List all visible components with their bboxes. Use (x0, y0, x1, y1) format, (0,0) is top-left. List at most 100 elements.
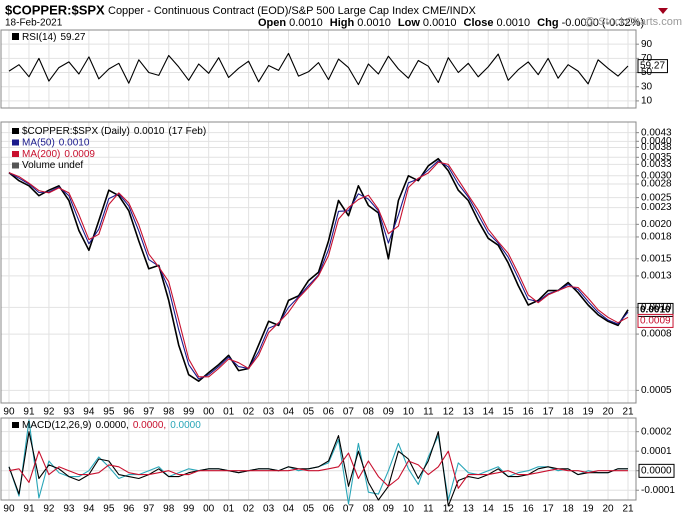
x-tick-label: 94 (83, 504, 95, 515)
panel-frame (0, 29, 637, 109)
x-tick-label: 17 (543, 407, 555, 418)
x-tick-label: 08 (363, 407, 375, 418)
x-tick-label: 99 (183, 504, 195, 515)
legend-value: 0.0000, (95, 420, 128, 431)
x-tick-label: 96 (123, 504, 135, 515)
x-tick-label: 02 (243, 504, 255, 515)
series-line (8, 161, 629, 378)
x-tick-label: 19 (583, 407, 595, 418)
x-tick-label: 16 (523, 407, 535, 418)
legend: $COPPER:$SPX (Daily) 0.0010 (17 Feb) (22, 126, 206, 137)
legend: Volume undef (22, 160, 83, 171)
x-tick-label: 97 (143, 504, 155, 515)
panel-frame (0, 417, 637, 501)
legend-label: RSI(14) (22, 32, 56, 43)
x-tick-label: 17 (543, 504, 555, 515)
x-tick-label: 10 (403, 407, 415, 418)
x-tick-label: 90 (3, 407, 15, 418)
quote-value: 0.0010 (497, 17, 531, 29)
x-tick-label: 07 (343, 504, 355, 515)
legend-value: 0.0000, (133, 420, 166, 431)
x-tick-label: 21 (622, 407, 634, 418)
menu-arrow[interactable] (658, 8, 668, 14)
legend-swatch (12, 422, 19, 428)
legend-swatch (12, 139, 19, 146)
y-tick-label: 0.0013 (641, 271, 672, 282)
y-tick-label: 10 (641, 96, 653, 107)
x-tick-label: 05 (303, 504, 315, 515)
y-tick-label: 0.0038 (641, 142, 672, 153)
y-tick-label: 90 (641, 39, 653, 50)
x-tick-label: 98 (163, 504, 175, 515)
x-tick-label: 95 (103, 407, 115, 418)
ma-value: 0.0009 (640, 315, 671, 326)
watermark: @ StockCharts.com (584, 16, 682, 28)
series-line (8, 157, 629, 382)
y-tick-label: 0.0030 (641, 170, 672, 181)
legend-swatch (12, 128, 19, 134)
x-tick-label: 04 (283, 407, 295, 418)
y-tick-label: 0.0028 (641, 179, 672, 190)
x-tick-label: 21 (622, 504, 634, 515)
x-tick-label: 16 (523, 504, 535, 515)
x-tick-label: 04 (283, 504, 295, 515)
y-tick-label: 0.0040 (641, 136, 672, 147)
y-tick-label: 0.0035 (641, 152, 672, 163)
legend: MA(200) 0.0009 (22, 149, 95, 160)
legend-value: 0.0010 (59, 137, 90, 148)
panel-frame (0, 121, 637, 404)
legend-swatch (12, 162, 19, 169)
x-tick-label: 19 (583, 504, 595, 515)
x-tick-label: 93 (63, 504, 75, 515)
quote: Open 0.0010 High 0.0010 Low 0.0010 Close 0.0010… (258, 17, 644, 29)
x-tick-label: 09 (383, 504, 395, 515)
y-tick-label: 0.0005 (641, 385, 672, 396)
x-tick-label: 08 (363, 504, 375, 515)
x-tick-label: 06 (323, 407, 335, 418)
y-tick-label: 0.0010 (641, 302, 672, 313)
quote-value: 0.0010 (423, 17, 457, 29)
legend: RSI(14) 59.27 (22, 32, 86, 43)
x-tick-label: 92 (43, 504, 55, 515)
x-tick-label: 01 (223, 504, 235, 515)
quote-label: Chg (537, 17, 558, 29)
x-tick-label: 10 (403, 504, 415, 515)
last-value-box (637, 59, 668, 74)
y-tick-label: 0.0020 (641, 219, 672, 230)
y-tick-label: 0.0001 (641, 446, 672, 457)
y-tick-label: 0.0018 (641, 232, 672, 243)
x-tick-label: 11 (423, 504, 434, 515)
y-tick-label: 0.0043 (641, 127, 672, 138)
x-tick-label: 15 (503, 504, 515, 515)
x-tick-label: 20 (602, 407, 614, 418)
x-tick-label: 93 (63, 407, 75, 418)
x-tick-label: 09 (383, 407, 395, 418)
y-tick-label: 0.0033 (641, 159, 672, 170)
quote-value: 0.0010 (289, 17, 323, 29)
x-tick-label: 13 (463, 407, 475, 418)
x-tick-label: 05 (303, 407, 315, 418)
y-tick-label: 0.0015 (641, 253, 672, 264)
legend: MACD(12,26,9) 0.0000, 0.0000, 0.0000 (22, 420, 201, 431)
x-tick-label: 03 (263, 407, 275, 418)
x-tick-label: 90 (3, 504, 15, 515)
description: Copper - Continuous Contract (EOD)/S&P 5… (108, 5, 477, 17)
x-tick-label: 00 (203, 504, 215, 515)
quote-label: High (330, 17, 355, 29)
legend-swatch (12, 151, 19, 157)
last-value: 0.0010 (640, 304, 671, 315)
legend-value: 0.0000 (170, 420, 201, 431)
x-tick-label: 94 (83, 407, 95, 418)
legend-name: MA(50) (22, 137, 55, 148)
x-tick-label: 91 (23, 504, 35, 515)
y-tick-label: 0.0008 (641, 329, 672, 340)
quote-value: 0.0010 (357, 17, 391, 29)
quote-label: Open (258, 17, 286, 29)
series-line (8, 431, 628, 507)
x-tick-label: 14 (483, 407, 495, 418)
x-tick-label: 00 (203, 407, 215, 418)
x-tick-label: 14 (483, 504, 495, 515)
legend-value: 0.0010 (134, 126, 165, 137)
y-tick-label: 30 (641, 81, 653, 92)
